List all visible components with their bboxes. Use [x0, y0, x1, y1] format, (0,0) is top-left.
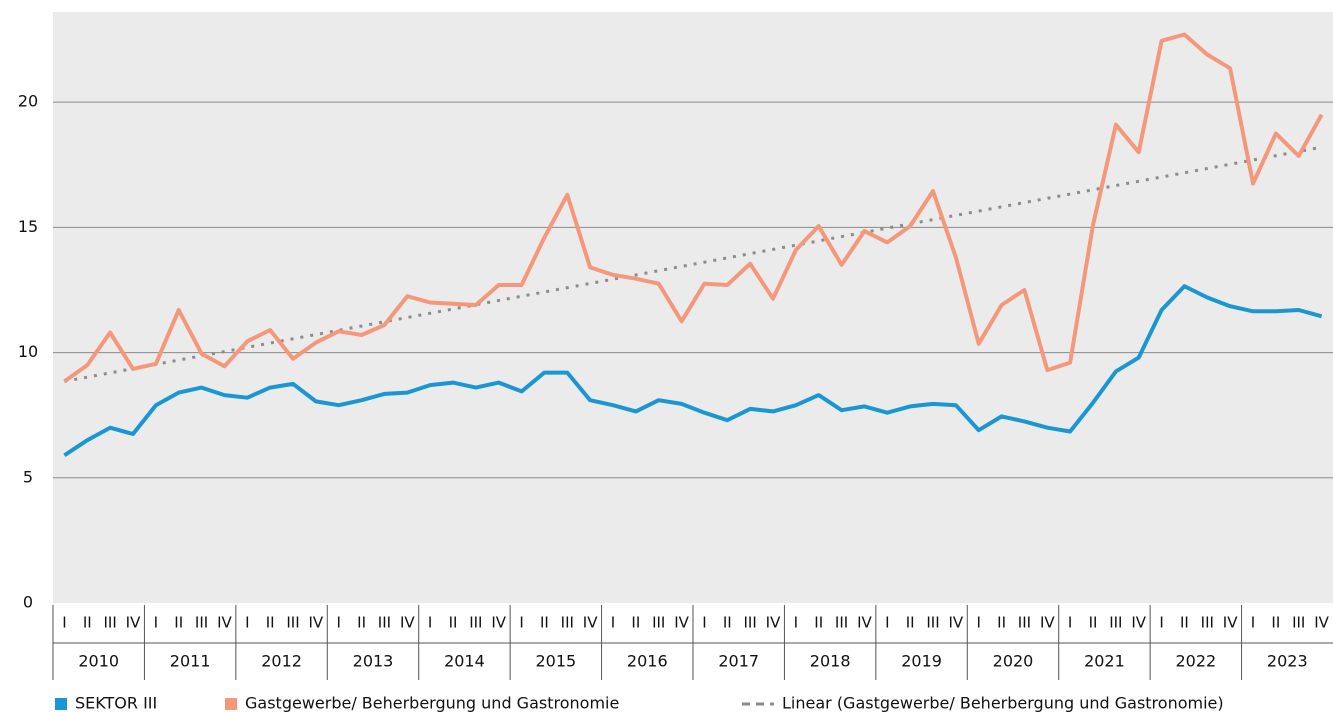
x-tick-label: II	[83, 614, 92, 632]
x-tick-label: III	[378, 614, 391, 632]
x-tick-label: III	[835, 614, 848, 632]
x-tick-label: IV	[857, 614, 872, 632]
x-tick-label: IV	[309, 614, 324, 632]
x-tick-label: II	[723, 614, 732, 632]
y-tick-label: 20	[18, 92, 38, 111]
x-tick-label: III	[1018, 614, 1031, 632]
x-group-label: 2018	[810, 652, 851, 671]
x-tick-label: III	[1201, 614, 1214, 632]
x-tick-label: II	[906, 614, 915, 632]
x-tick-label: I	[885, 614, 889, 632]
x-tick-label: IV	[1131, 614, 1146, 632]
x-tick-label: II	[1271, 614, 1280, 632]
x-tick-label: IV	[674, 614, 689, 632]
x-tick-label: II	[814, 614, 823, 632]
x-group-label: 2015	[535, 652, 576, 671]
x-tick-label: II	[997, 614, 1006, 632]
x-group-label: 2022	[1175, 652, 1216, 671]
x-tick-label: III	[286, 614, 299, 632]
x-tick-label: IV	[400, 614, 415, 632]
x-group-label: 2019	[901, 652, 942, 671]
x-tick-label: II	[1089, 614, 1098, 632]
x-tick-label: IV	[1040, 614, 1055, 632]
x-tick-label: IV	[126, 614, 141, 632]
x-group-label: 2017	[718, 652, 759, 671]
x-tick-label: IV	[1223, 614, 1238, 632]
plot-area	[53, 12, 1333, 603]
x-tick-label: III	[195, 614, 208, 632]
legend-swatch	[225, 698, 237, 710]
legend-label: Gastgewerbe/ Beherbergung und Gastronomi…	[245, 694, 619, 713]
x-tick-label: III	[926, 614, 939, 632]
x-tick-label: I	[428, 614, 432, 632]
x-tick-label: IV	[583, 614, 598, 632]
x-tick-label: I	[976, 614, 980, 632]
x-tick-label: IV	[491, 614, 506, 632]
x-tick-label: I	[519, 614, 523, 632]
x-tick-label: III	[652, 614, 665, 632]
x-tick-label: I	[611, 614, 615, 632]
x-group-label: 2021	[1084, 652, 1125, 671]
y-tick-label: 0	[23, 593, 33, 612]
x-group-label: 2012	[261, 652, 302, 671]
y-tick-label: 5	[23, 467, 33, 486]
x-tick-label: IV	[949, 614, 964, 632]
x-tick-label: IV	[1314, 614, 1329, 632]
x-tick-label: III	[104, 614, 117, 632]
x-tick-label: I	[62, 614, 66, 632]
x-tick-label: II	[266, 614, 275, 632]
x-tick-label: I	[794, 614, 798, 632]
x-tick-label: I	[336, 614, 340, 632]
x-tick-label: III	[744, 614, 757, 632]
x-tick-label: I	[245, 614, 249, 632]
legend-swatch	[55, 698, 67, 710]
x-tick-label: I	[1251, 614, 1255, 632]
x-group-label: 2011	[170, 652, 211, 671]
legend-label: Linear (Gastgewerbe/ Beherbergung und Ga…	[782, 694, 1224, 713]
x-group-label: 2014	[444, 652, 485, 671]
x-tick-label: III	[469, 614, 482, 632]
x-group-label: 2010	[78, 652, 119, 671]
data-line	[63, 284, 1323, 457]
x-tick-label: III	[1292, 614, 1305, 632]
x-tick-label: II	[357, 614, 366, 632]
x-tick-label: II	[1180, 614, 1189, 632]
y-tick-label: 10	[18, 342, 38, 361]
x-tick-label: IV	[766, 614, 781, 632]
x-group-label: 2023	[1267, 652, 1308, 671]
data-line	[63, 32, 1324, 384]
x-group-label: 2020	[993, 652, 1034, 671]
x-tick-label: I	[154, 614, 158, 632]
x-tick-label: II	[449, 614, 458, 632]
x-tick-label: IV	[217, 614, 232, 632]
x-tick-label: II	[174, 614, 183, 632]
x-tick-label: I	[1068, 614, 1072, 632]
legend-label: SEKTOR III	[75, 694, 157, 713]
x-group-label: 2016	[627, 652, 668, 671]
x-tick-label: I	[1159, 614, 1163, 632]
y-tick-label: 15	[18, 217, 38, 236]
x-tick-label: I	[702, 614, 706, 632]
x-tick-label: III	[561, 614, 574, 632]
x-tick-label: II	[540, 614, 549, 632]
x-group-label: 2013	[353, 652, 394, 671]
x-tick-label: II	[631, 614, 640, 632]
x-tick-label: III	[1109, 614, 1122, 632]
